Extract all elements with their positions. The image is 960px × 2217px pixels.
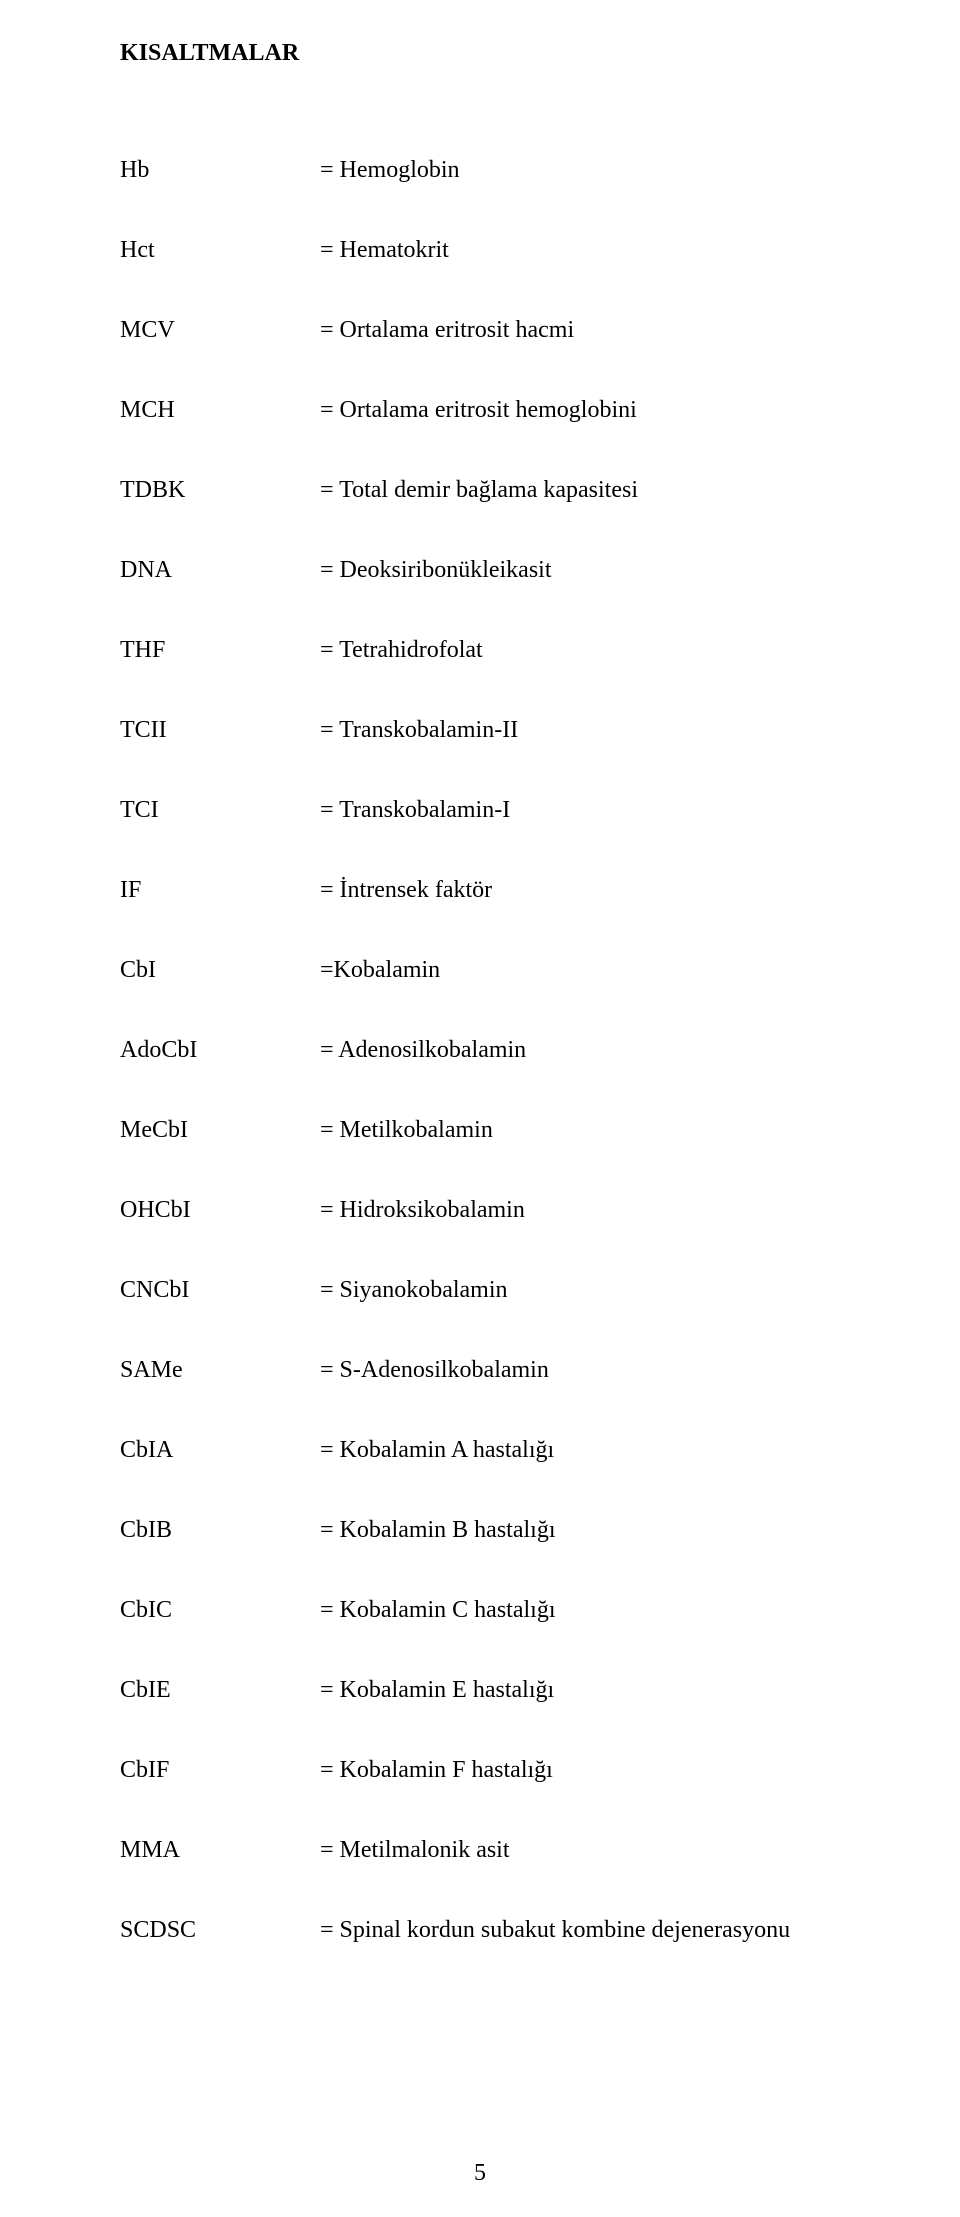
abbr-value: = Metilkobalamin xyxy=(320,1112,840,1192)
abbr-row: TCI= Transkobalamin-I xyxy=(120,792,840,872)
abbr-key: TCI xyxy=(120,792,320,872)
abbr-key: MMA xyxy=(120,1832,320,1912)
abbr-value: = Ortalama eritrosit hemoglobini xyxy=(320,392,840,472)
abbr-key: MCV xyxy=(120,312,320,392)
abbr-value: = Transkobalamin-II xyxy=(320,712,840,792)
abbr-key: CbIF xyxy=(120,1752,320,1832)
abbr-key: SCDSC xyxy=(120,1912,320,1992)
abbr-row: MCH= Ortalama eritrosit hemoglobini xyxy=(120,392,840,472)
abbr-value: = Hemoglobin xyxy=(320,152,840,232)
abbr-key: Hb xyxy=(120,152,320,232)
abbr-row: CbIE= Kobalamin E hastalığı xyxy=(120,1672,840,1752)
abbr-row: OHCbI= Hidroksikobalamin xyxy=(120,1192,840,1272)
abbr-row: MMA= Metilmalonik asit xyxy=(120,1832,840,1912)
abbr-key: MeCbI xyxy=(120,1112,320,1192)
page-number: 5 xyxy=(0,2160,960,2187)
abbr-row: CbIB= Kobalamin B hastalığı xyxy=(120,1512,840,1592)
abbr-key: SAMe xyxy=(120,1352,320,1432)
abbr-row: MeCbI= Metilkobalamin xyxy=(120,1112,840,1192)
abbr-value: = Deoksiribonükleikasit xyxy=(320,552,840,632)
abbr-value: = S-Adenosilkobalamin xyxy=(320,1352,840,1432)
abbr-row: CbIF= Kobalamin F hastalığı xyxy=(120,1752,840,1832)
abbr-value: = Kobalamin C hastalığı xyxy=(320,1592,840,1672)
abbr-row: TCII= Transkobalamin-II xyxy=(120,712,840,792)
abbr-row: SCDSC= Spinal kordun subakut kombine dej… xyxy=(120,1912,840,1992)
abbr-key: IF xyxy=(120,872,320,952)
abbr-key: DNA xyxy=(120,552,320,632)
abbr-value: = Total demir bağlama kapasitesi xyxy=(320,472,840,552)
abbr-value: = Kobalamin F hastalığı xyxy=(320,1752,840,1832)
abbr-row: CNCbI= Siyanokobalamin xyxy=(120,1272,840,1352)
abbr-row: CbIC= Kobalamin C hastalığı xyxy=(120,1592,840,1672)
abbr-key: THF xyxy=(120,632,320,712)
abbr-value: = Hidroksikobalamin xyxy=(320,1192,840,1272)
abbr-row: MCV= Ortalama eritrosit hacmi xyxy=(120,312,840,392)
abbr-key: AdoCbI xyxy=(120,1032,320,1112)
abbr-key: TCII xyxy=(120,712,320,792)
abbr-row: AdoCbI= Adenosilkobalamin xyxy=(120,1032,840,1112)
abbr-value: = Hematokrit xyxy=(320,232,840,312)
abbr-key: CbIB xyxy=(120,1512,320,1592)
abbr-key: CbIA xyxy=(120,1432,320,1512)
abbr-value: = Adenosilkobalamin xyxy=(320,1032,840,1112)
abbreviations-table: Hb= HemoglobinHct= HematokritMCV= Ortala… xyxy=(120,152,840,1992)
abbr-key: CbIC xyxy=(120,1592,320,1672)
abbr-row: IF= İntrensek faktör xyxy=(120,872,840,952)
abbr-row: CbIA= Kobalamin A hastalığı xyxy=(120,1432,840,1512)
abbr-value: = Siyanokobalamin xyxy=(320,1272,840,1352)
abbr-key: CNCbI xyxy=(120,1272,320,1352)
abbr-value: = İntrensek faktör xyxy=(320,872,840,952)
abbr-row: SAMe= S-Adenosilkobalamin xyxy=(120,1352,840,1432)
abbr-value: = Kobalamin E hastalığı xyxy=(320,1672,840,1752)
abbr-value: = Kobalamin A hastalığı xyxy=(320,1432,840,1512)
abbr-key: CbI xyxy=(120,952,320,1032)
abbr-value: = Spinal kordun subakut kombine dejenera… xyxy=(320,1912,840,1992)
abbr-key: MCH xyxy=(120,392,320,472)
abbr-row: DNA= Deoksiribonükleikasit xyxy=(120,552,840,632)
abbr-row: TDBK= Total demir bağlama kapasitesi xyxy=(120,472,840,552)
abbr-row: Hb= Hemoglobin xyxy=(120,152,840,232)
abbr-row: Hct= Hematokrit xyxy=(120,232,840,312)
abbr-row: THF= Tetrahidrofolat xyxy=(120,632,840,712)
abbr-value: = Tetrahidrofolat xyxy=(320,632,840,712)
section-heading: KISALTMALAR xyxy=(120,40,840,67)
abbr-value: = Metilmalonik asit xyxy=(320,1832,840,1912)
abbr-value: =Kobalamin xyxy=(320,952,840,1032)
abbr-key: CbIE xyxy=(120,1672,320,1752)
abbr-key: TDBK xyxy=(120,472,320,552)
abbr-key: Hct xyxy=(120,232,320,312)
abbr-row: CbI=Kobalamin xyxy=(120,952,840,1032)
abbr-value: = Ortalama eritrosit hacmi xyxy=(320,312,840,392)
abbr-value: = Kobalamin B hastalığı xyxy=(320,1512,840,1592)
abbr-value: = Transkobalamin-I xyxy=(320,792,840,872)
abbr-key: OHCbI xyxy=(120,1192,320,1272)
